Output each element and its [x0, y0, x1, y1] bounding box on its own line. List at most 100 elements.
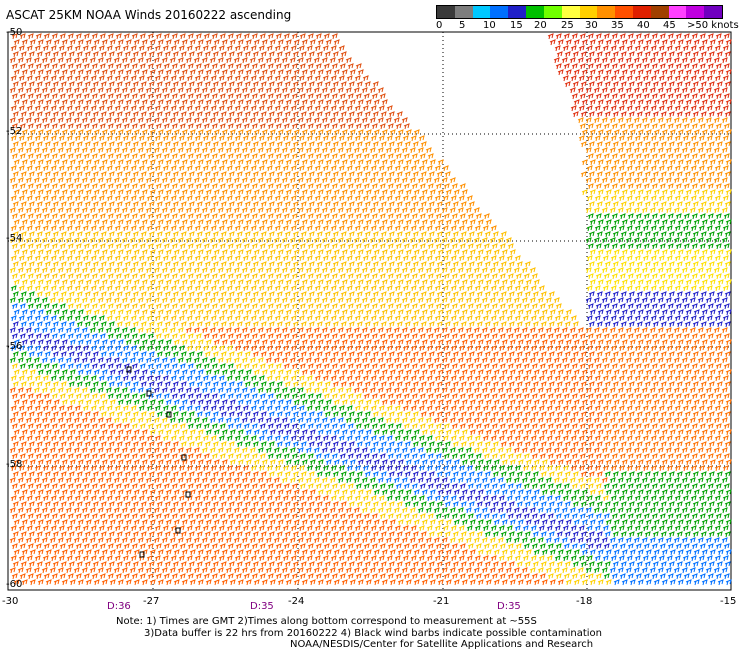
wind-barb	[341, 69, 348, 76]
wind-barb	[625, 297, 632, 304]
wind-barb	[51, 63, 58, 70]
wind-barb	[682, 135, 689, 142]
wind-barb	[82, 75, 89, 82]
wind-barb	[180, 261, 187, 268]
wind-barb	[227, 393, 234, 400]
wind-barb	[421, 369, 428, 376]
wind-barb	[123, 213, 130, 220]
wind-barb	[361, 207, 368, 214]
wind-barb	[594, 45, 601, 52]
wind-barb	[601, 177, 608, 184]
wind-barb	[149, 249, 156, 256]
wind-barb	[281, 147, 288, 154]
wind-barb	[257, 387, 264, 394]
wind-barb	[125, 249, 132, 256]
wind-barb	[148, 111, 155, 118]
wind-barb	[340, 291, 347, 298]
wind-barb	[274, 345, 281, 352]
wind-barb	[716, 201, 723, 208]
wind-barb	[562, 315, 569, 322]
wind-barb	[698, 375, 705, 382]
wind-barb	[693, 339, 700, 346]
wind-barb	[73, 297, 80, 304]
wind-barb	[629, 369, 636, 376]
wind-barb	[291, 183, 298, 190]
wind-barb	[307, 93, 314, 100]
wind-barb	[251, 93, 258, 100]
wind-barb	[74, 135, 81, 142]
wind-barb	[637, 69, 644, 76]
wind-barb	[149, 69, 156, 76]
wind-barb	[52, 261, 59, 268]
wind-barb	[202, 315, 209, 322]
wind-barb	[145, 207, 152, 214]
wind-barb	[81, 117, 88, 124]
wind-barb	[602, 225, 609, 232]
wind-barb	[329, 117, 336, 124]
wind-barb	[521, 387, 528, 394]
wind-barb	[714, 135, 721, 142]
wind-barb	[634, 375, 641, 382]
wind-barb	[324, 201, 331, 208]
wind-barb	[251, 393, 258, 400]
wind-barb	[12, 351, 19, 358]
wind-barb	[356, 351, 363, 358]
wind-barb	[59, 393, 66, 400]
wind-barb	[313, 297, 320, 304]
wind-barb	[610, 345, 617, 352]
wind-barb	[612, 81, 619, 88]
wind-barb	[709, 369, 716, 376]
wind-barb	[249, 117, 256, 124]
wind-barb	[226, 45, 233, 52]
wind-barb	[373, 339, 380, 346]
wind-barb	[661, 189, 668, 196]
wind-barb	[482, 255, 489, 262]
wind-barb	[371, 183, 378, 190]
wind-barb	[37, 39, 44, 46]
wind-barb	[449, 357, 456, 364]
wind-barb	[101, 189, 108, 196]
wind-barb	[617, 57, 624, 64]
wind-barb	[259, 63, 266, 70]
wind-barb	[505, 237, 512, 244]
wind-barb	[659, 123, 666, 130]
wind-barb	[387, 393, 394, 400]
wind-barb	[636, 201, 643, 208]
wind-barb	[233, 387, 240, 394]
wind-barb	[667, 243, 674, 250]
wind-barb	[140, 231, 147, 238]
wind-barb	[266, 75, 273, 82]
wind-barb	[642, 195, 649, 202]
wind-barb	[252, 201, 259, 208]
wind-barb	[218, 315, 225, 322]
wind-barb	[714, 405, 721, 412]
wind-barb	[707, 213, 714, 220]
wind-barb	[626, 75, 633, 82]
wind-barb	[441, 357, 448, 364]
wind-barb	[529, 267, 536, 274]
wind-barb	[325, 399, 332, 406]
wind-barb	[180, 201, 187, 208]
wind-barb	[137, 357, 144, 364]
wind-barb	[589, 249, 596, 256]
wind-barb	[557, 39, 564, 46]
wind-barb	[252, 141, 259, 148]
wind-barb	[443, 393, 450, 400]
wind-barb	[293, 39, 300, 46]
wind-barb	[61, 249, 68, 256]
wind-barb	[178, 255, 185, 262]
wind-barb	[269, 69, 276, 76]
wind-barb	[253, 69, 260, 76]
wind-barb	[669, 189, 676, 196]
wind-barb	[333, 99, 340, 106]
wind-barb	[377, 357, 384, 364]
wind-barb	[133, 249, 140, 256]
wind-barb	[618, 135, 625, 142]
wind-barb	[257, 357, 264, 364]
wind-barb	[628, 81, 635, 88]
wind-barb	[364, 111, 371, 118]
wind-barb	[379, 333, 386, 340]
wind-barb	[537, 357, 544, 364]
wind-barb	[21, 189, 28, 196]
wind-barb	[202, 195, 209, 202]
